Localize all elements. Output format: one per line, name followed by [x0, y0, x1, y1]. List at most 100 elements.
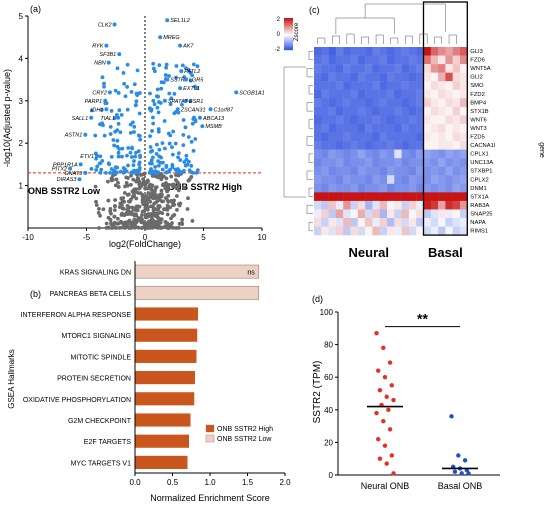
nonsignificant-point: [116, 185, 121, 189]
heatmap-cell: [335, 183, 344, 193]
significant-point: [187, 168, 192, 173]
nonsignificant-point: [116, 221, 121, 226]
heatmap-cell: [343, 226, 351, 236]
column-dendrogram-branch: [405, 35, 413, 44]
heatmap-cell: [357, 98, 366, 108]
heatmap-cell: [387, 149, 395, 159]
nonsignificant-point: [166, 199, 171, 204]
heatmap-cell: [416, 141, 424, 150]
heatmap-cell: [335, 218, 344, 227]
nonsignificant-point: [170, 221, 174, 225]
nonsignificant-point: [151, 211, 155, 216]
significant-point: [129, 155, 134, 159]
heatmap-cell: [430, 106, 439, 116]
heatmap-cell: [321, 158, 329, 167]
heatmap-cell: [423, 89, 431, 99]
gene-row-label: WNT6: [470, 117, 486, 123]
nonsignificant-point: [171, 182, 176, 187]
hallmark-label: G2M CHECKPOINT: [68, 418, 132, 425]
significant-point: [170, 145, 174, 150]
significant-point: [135, 68, 140, 73]
gene-row-label: SMO: [470, 83, 484, 89]
significant-point: [147, 170, 152, 175]
heatmap-cell: [408, 192, 417, 202]
heatmap-cell: [401, 218, 410, 227]
nonsignificant-point: [125, 176, 130, 180]
heatmap-cell: [452, 98, 461, 108]
heatmap-cell: [394, 141, 402, 150]
heatmap-cell: [365, 226, 373, 236]
heatmap-cell: [387, 89, 395, 99]
y-tick-label: 60: [324, 373, 333, 382]
significant-point: [108, 170, 112, 175]
gene-axis-label: gene: [538, 142, 545, 158]
heatmap-cell: [372, 192, 380, 202]
heatmap-cell: [387, 55, 395, 65]
row-dendrogram-branch: [308, 85, 313, 95]
nonsignificant-point: [176, 202, 181, 207]
hallmark-bar: [134, 285, 260, 300]
significant-point: [116, 150, 121, 155]
heatmap-cell: [321, 47, 329, 56]
sample-point: [387, 360, 393, 365]
significant-point: [168, 167, 172, 172]
heatmap-cell: [445, 166, 453, 176]
significant-point: [156, 129, 161, 134]
nonsignificant-point: [140, 213, 144, 217]
heatmap-cell: [416, 55, 424, 65]
sample-point: [381, 345, 386, 351]
significant-point: [181, 143, 186, 148]
significant-point: [156, 110, 161, 115]
significant-point: [180, 102, 184, 107]
heatmap-cell: [314, 81, 322, 90]
heatmap-cell: [350, 141, 358, 150]
significant-point: [157, 63, 162, 68]
heatmap-cell: [387, 192, 395, 202]
y-axis-title: SSTR2 (TPM): [312, 361, 323, 424]
significant-point: [94, 168, 99, 172]
heatmap-cell: [350, 123, 358, 133]
significant-point: [159, 86, 164, 91]
gene-row-label: NAPA: [470, 220, 485, 226]
hallmark-label: MTORC1 SIGNALING: [62, 333, 132, 340]
heatmap-cell: [438, 47, 446, 56]
heatmap-cell: [438, 200, 446, 210]
heatmap-cell: [343, 47, 351, 56]
gene-row-label: GLI2: [470, 75, 483, 81]
column-dendrogram-branch: [434, 36, 442, 44]
heatmap-cell: [328, 226, 337, 236]
heatmap-cell: [350, 175, 358, 184]
nonsignificant-point: [187, 177, 192, 182]
heatmap-cell: [416, 89, 424, 99]
sample-point: [374, 330, 379, 336]
nonsignificant-point: [143, 205, 148, 210]
heatmap-cell: [423, 209, 431, 219]
sample-point: [384, 394, 389, 399]
significant-point: [98, 161, 103, 166]
sample-point: [449, 414, 454, 419]
heatmap-cell: [452, 64, 461, 73]
colorbar-segment: [284, 42, 293, 44]
heatmap-cell: [379, 115, 388, 125]
nonsignificant-point: [112, 214, 117, 219]
significant-point: [122, 81, 127, 86]
heatmap-cell: [452, 106, 461, 116]
colorbar-tick-label: -2: [275, 47, 281, 53]
x-tick-label: 1.5: [242, 478, 254, 487]
significant-point: [136, 133, 141, 138]
heatmap-cell: [379, 89, 388, 99]
significant-point: [133, 154, 138, 159]
significant-point: [190, 73, 195, 78]
heatmap-cell: [314, 226, 322, 236]
nonsignificant-point: [141, 220, 146, 225]
heatmap-cell: [350, 98, 358, 108]
significant-point: [98, 122, 102, 127]
heatmap-cell: [328, 209, 337, 219]
heatmap-cell: [365, 175, 373, 184]
heatmap-cell: [357, 141, 366, 150]
significant-point: [117, 108, 122, 113]
significant-point: [181, 133, 186, 137]
x-tick-label: 5: [201, 233, 206, 242]
heatmap-cell: [372, 115, 380, 125]
heatmap-cell: [408, 183, 417, 193]
